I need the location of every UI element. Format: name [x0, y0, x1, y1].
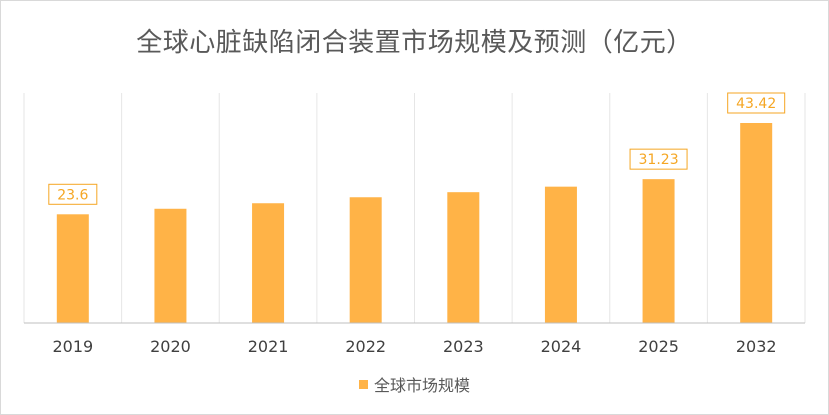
legend-swatch: [358, 379, 368, 389]
legend: 全球市场规模: [0, 372, 829, 396]
data-label-2032: 43.42: [736, 96, 776, 112]
x-tick-label: 2023: [443, 337, 484, 356]
data-label-2025: 31.23: [639, 152, 679, 168]
bar-2032: [740, 123, 773, 323]
data-labels: 23.6 31.23 43.42: [48, 92, 786, 205]
bar-2025: [642, 179, 675, 323]
x-tick-label: 2032: [736, 337, 777, 356]
data-label-2019: 23.6: [57, 187, 88, 203]
bar-2021: [252, 203, 285, 323]
chart-title: 全球心脏缺陷闭合装置市场规模及预测（亿元）: [136, 28, 693, 58]
x-tick-labels: 2019 2020 2021 2022 2023 2024 2025 2032: [52, 337, 776, 356]
bar-2019: [56, 214, 89, 323]
data-label-box: [629, 148, 688, 170]
x-tick-label: 2025: [638, 337, 679, 356]
data-label-box: [727, 92, 786, 114]
data-label-box: [48, 183, 98, 205]
x-tick-label: 2019: [52, 337, 93, 356]
legend-label: 全球市场规模: [373, 376, 470, 395]
x-tick-label: 2024: [541, 337, 582, 356]
bar-2023: [447, 192, 480, 323]
x-tick-label: 2022: [345, 337, 386, 356]
bar-2020: [154, 208, 187, 323]
x-tick-label: 2021: [248, 337, 289, 356]
x-tick-label: 2020: [150, 337, 191, 356]
bar-2024: [544, 186, 577, 323]
grid-lines: [23, 93, 806, 323]
bars: [56, 123, 773, 323]
bar-2022: [349, 197, 382, 323]
